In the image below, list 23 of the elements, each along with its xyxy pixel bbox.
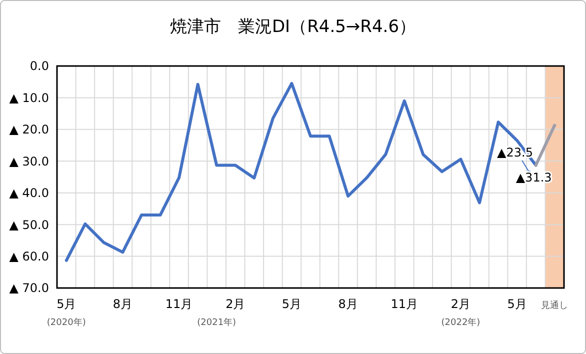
x-tick-label: 5月 <box>282 297 302 311</box>
x-tick-label: 2月 <box>450 297 471 311</box>
x-tick-label: 見通し <box>541 300 568 311</box>
x-tick-label: 8月 <box>112 297 133 311</box>
y-tick-label: ▲ 20.0 <box>9 122 49 137</box>
x-tick-label: 5月 <box>56 297 76 311</box>
y-tick-label: ▲ 50.0 <box>9 218 49 232</box>
y-tick-label: ▲ 40.0 <box>9 186 49 200</box>
text: (2020年) <box>46 317 86 328</box>
y-tick-label: ▲ 70.0 <box>9 281 49 296</box>
x-tick-label: 11月 <box>165 297 193 311</box>
text: (2021年) <box>197 317 236 328</box>
x-tick-label: 5月 <box>507 297 527 311</box>
chart-title: 焼津市 業況DI（R4.5→R4.6） <box>170 17 416 37</box>
y-tick-label: ▲ 60.0 <box>9 249 49 264</box>
text: (2022年) <box>441 317 480 328</box>
y-tick-label: 0.0 <box>30 59 49 74</box>
y-tick-label: ▲ 30.0 <box>9 154 49 168</box>
y-tick-label: ▲ 10.0 <box>9 90 49 105</box>
x-tick-label: 2月 <box>226 297 246 311</box>
x-tick-label: 8月 <box>338 297 358 311</box>
annotation: ▲31.3 <box>516 170 552 184</box>
x-tick-label: 11月 <box>390 297 418 311</box>
